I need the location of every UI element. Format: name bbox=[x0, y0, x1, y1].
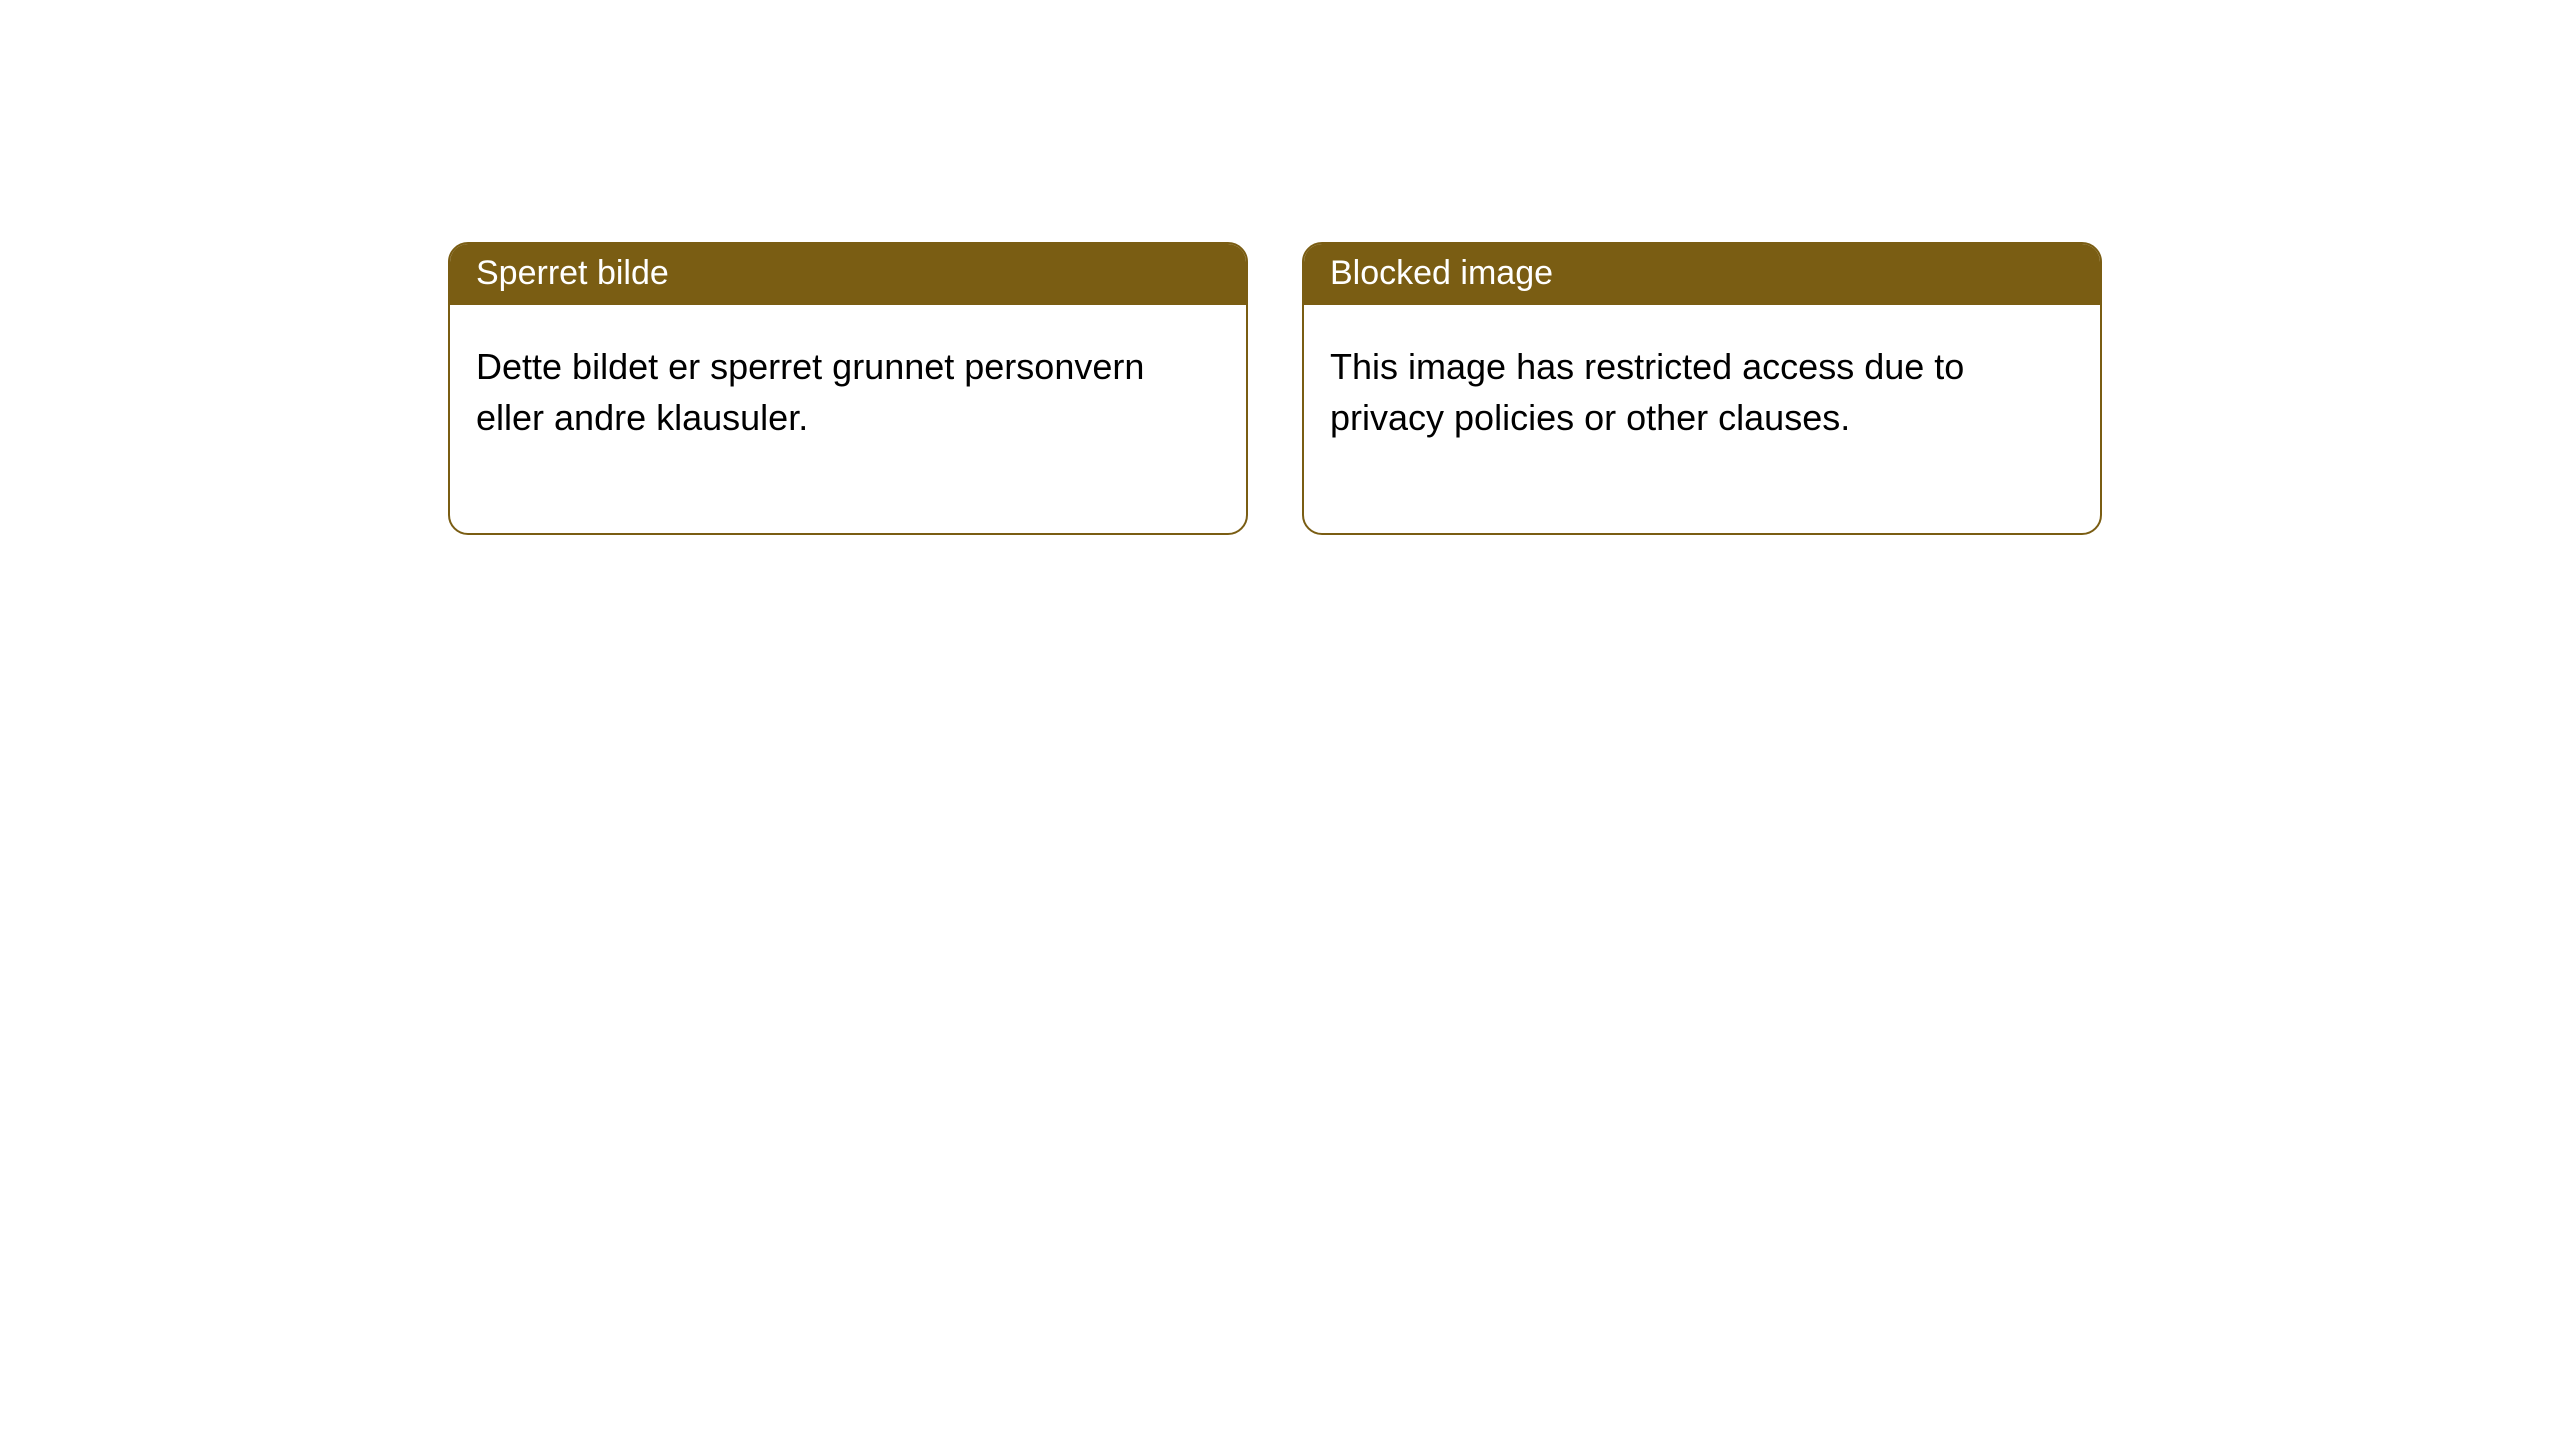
notice-box-english: Blocked image This image has restricted … bbox=[1302, 242, 2102, 535]
notice-box-norwegian: Sperret bilde Dette bildet er sperret gr… bbox=[448, 242, 1248, 535]
notice-body: This image has restricted access due to … bbox=[1304, 305, 2100, 533]
notice-container: Sperret bilde Dette bildet er sperret gr… bbox=[0, 0, 2560, 535]
notice-body: Dette bildet er sperret grunnet personve… bbox=[450, 305, 1246, 533]
notice-header: Sperret bilde bbox=[450, 244, 1246, 305]
notice-header: Blocked image bbox=[1304, 244, 2100, 305]
